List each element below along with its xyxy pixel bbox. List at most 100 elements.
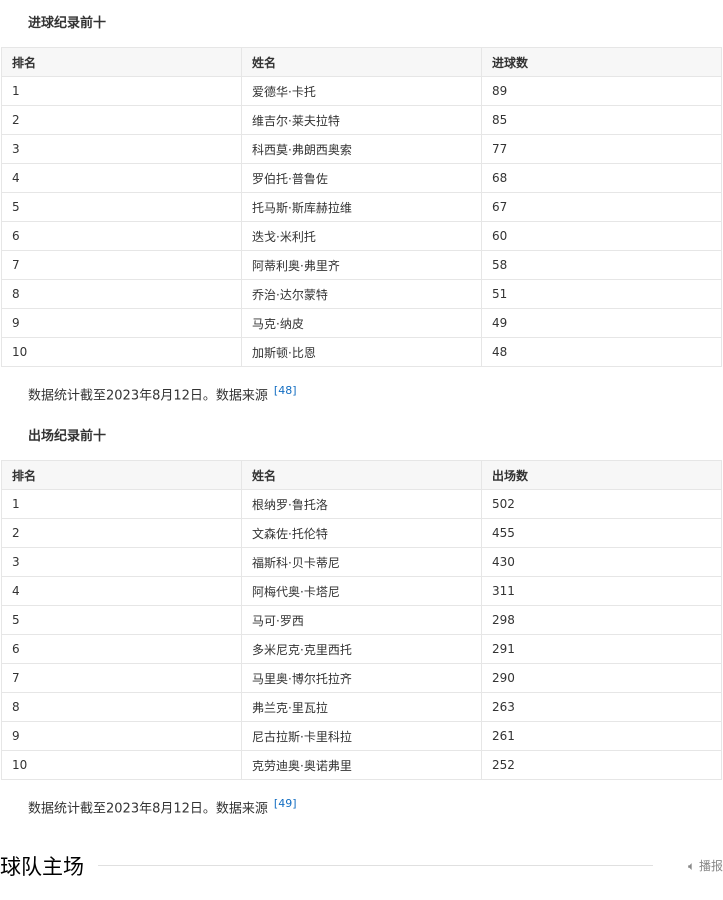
table-row: 4 罗伯托·普鲁佐 68: [1, 163, 722, 193]
header-row: 排名 姓名 出场数: [1, 460, 722, 490]
goals-table: 排名 姓名 进球数 1 爱德华·卡托 89 2 维吉尔·莱夫拉特 85 3 科西莫·弗朗西奥索 77 4…: [1, 47, 722, 367]
table-cell: 4: [1, 163, 242, 193]
table-cell: 6: [1, 221, 242, 251]
table-cell: 10: [1, 750, 242, 780]
table-cell: 290: [481, 663, 722, 693]
table-cell: 5: [1, 605, 242, 635]
section-heading: 球队主场 🔈︎ 播报: [0, 851, 723, 881]
table-cell: 263: [481, 692, 722, 722]
table-cell: 加斯顿·比恩: [241, 337, 482, 367]
table-cell: 马里奥·博尔托拉齐: [241, 663, 482, 693]
goals-note: 数据统计截至2023年8月12日。数据来源 [48]: [28, 384, 297, 404]
column-header: 姓名: [241, 47, 482, 77]
table-row: 10 克劳迪奥·奥诺弗里 252: [1, 750, 722, 780]
table-row: 8 乔治·达尔蒙特 51: [1, 279, 722, 309]
column-header: 姓名: [241, 460, 482, 490]
column-header: 排名: [1, 47, 242, 77]
reference-link[interactable]: [48]: [273, 384, 297, 397]
table-cell: 福斯科·贝卡蒂尼: [241, 547, 482, 577]
table-cell: 2: [1, 105, 242, 135]
table-row: 5 托马斯·斯库赫拉维 67: [1, 192, 722, 222]
goals-title: 进球纪录前十: [28, 16, 107, 31]
table-cell: 10: [1, 337, 242, 367]
table-cell: 阿蒂利奥·弗里齐: [241, 250, 482, 280]
table-cell: 1: [1, 489, 242, 519]
table-cell: 502: [481, 489, 722, 519]
table-cell: 9: [1, 721, 242, 751]
table-cell: 1: [1, 76, 242, 106]
column-header: 出场数: [481, 460, 722, 490]
section-title: 球队主场: [0, 855, 84, 879]
apps-table: 排名 姓名 出场数 1 根纳罗·鲁托洛 502 2 文森佐·托伦特 455 3 福斯科·贝卡蒂尼 43…: [1, 460, 722, 780]
table-cell: 阿梅代奥·卡塔尼: [241, 576, 482, 606]
table-row: 9 马克·纳皮 49: [1, 308, 722, 338]
table-row: 8 弗兰克·里瓦拉 263: [1, 692, 722, 722]
table-cell: 克劳迪奥·奥诺弗里: [241, 750, 482, 780]
table-cell: 5: [1, 192, 242, 222]
table-cell: 迭戈·米利托: [241, 221, 482, 251]
table-row: 10 加斯顿·比恩 48: [1, 337, 722, 367]
table-cell: 298: [481, 605, 722, 635]
table-cell: 3: [1, 134, 242, 164]
table-cell: 51: [481, 279, 722, 309]
table-row: 9 尼古拉斯·卡里科拉 261: [1, 721, 722, 751]
table-row: 2 文森佐·托伦特 455: [1, 518, 722, 548]
table-cell: 430: [481, 547, 722, 577]
table-row: 2 维吉尔·莱夫拉特 85: [1, 105, 722, 135]
divider: [98, 865, 653, 866]
table-cell: 托马斯·斯库赫拉维: [241, 192, 482, 222]
table-cell: 67: [481, 192, 722, 222]
table-cell: 252: [481, 750, 722, 780]
header-row: 排名 姓名 进球数: [1, 47, 722, 77]
table-cell: 文森佐·托伦特: [241, 518, 482, 548]
table-cell: 7: [1, 663, 242, 693]
table-cell: 311: [481, 576, 722, 606]
table-cell: 68: [481, 163, 722, 193]
table-cell: 根纳罗·鲁托洛: [241, 489, 482, 519]
table-row: 1 根纳罗·鲁托洛 502: [1, 489, 722, 519]
table-cell: 8: [1, 692, 242, 722]
table-cell: 455: [481, 518, 722, 548]
reference-link[interactable]: [49]: [273, 797, 297, 810]
table-cell: 261: [481, 721, 722, 751]
table-row: 4 阿梅代奥·卡塔尼 311: [1, 576, 722, 606]
table-cell: 7: [1, 250, 242, 280]
table-row: 6 多米尼克·克里西托 291: [1, 634, 722, 664]
table-cell: 科西莫·弗朗西奥索: [241, 134, 482, 164]
table-cell: 89: [481, 76, 722, 106]
table-row: 7 马里奥·博尔托拉齐 290: [1, 663, 722, 693]
table-cell: 马可·罗西: [241, 605, 482, 635]
table-cell: 多米尼克·克里西托: [241, 634, 482, 664]
table-cell: 爱德华·卡托: [241, 76, 482, 106]
apps-note: 数据统计截至2023年8月12日。数据来源 [49]: [28, 797, 297, 817]
table-cell: 乔治·达尔蒙特: [241, 279, 482, 309]
table-row: 3 福斯科·贝卡蒂尼 430: [1, 547, 722, 577]
table-cell: 58: [481, 250, 722, 280]
speaker-icon: 🔈︎: [687, 859, 696, 873]
table-cell: 维吉尔·莱夫拉特: [241, 105, 482, 135]
table-row: 7 阿蒂利奥·弗里齐 58: [1, 250, 722, 280]
apps-title: 出场纪录前十: [28, 429, 107, 444]
table-row: 6 迭戈·米利托 60: [1, 221, 722, 251]
table-cell: 8: [1, 279, 242, 309]
report-button[interactable]: 🔈︎ 播报: [687, 859, 723, 873]
table-cell: 60: [481, 221, 722, 251]
table-cell: 49: [481, 308, 722, 338]
table-cell: 马克·纳皮: [241, 308, 482, 338]
table-cell: 77: [481, 134, 722, 164]
table-cell: 弗兰克·里瓦拉: [241, 692, 482, 722]
column-header: 进球数: [481, 47, 722, 77]
table-cell: 9: [1, 308, 242, 338]
table-cell: 48: [481, 337, 722, 367]
table-cell: 2: [1, 518, 242, 548]
table-row: 3 科西莫·弗朗西奥索 77: [1, 134, 722, 164]
table-row: 5 马可·罗西 298: [1, 605, 722, 635]
table-cell: 尼古拉斯·卡里科拉: [241, 721, 482, 751]
table-cell: 罗伯托·普鲁佐: [241, 163, 482, 193]
table-cell: 6: [1, 634, 242, 664]
table-cell: 85: [481, 105, 722, 135]
table-cell: 291: [481, 634, 722, 664]
table-row: 1 爱德华·卡托 89: [1, 76, 722, 106]
table-cell: 4: [1, 576, 242, 606]
column-header: 排名: [1, 460, 242, 490]
